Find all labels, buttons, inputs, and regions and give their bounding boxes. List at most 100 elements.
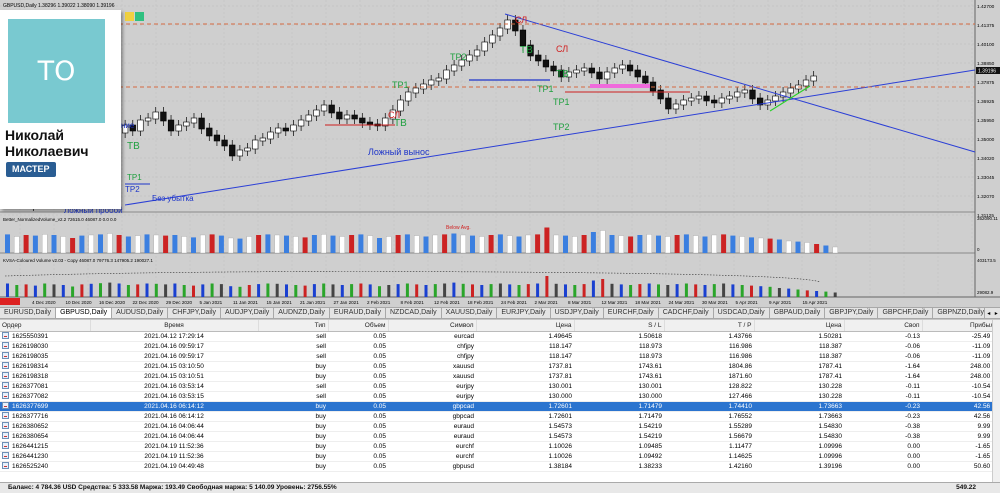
- column-header[interactable]: Время: [90, 320, 259, 332]
- volume-bar: [108, 282, 112, 297]
- price-tick-label: 1.31125: [977, 213, 994, 219]
- bull-candle: [175, 124, 182, 132]
- order-row[interactable]: 1626198030 2021.04.16 09:59:17 sell 0.05 chf…: [0, 342, 1000, 352]
- order-row[interactable]: 1626198314 2021.04.15 03:10:50 buy 0.05 xauu…: [0, 362, 1000, 372]
- column-header[interactable]: T / P: [664, 320, 755, 332]
- order-cell: 1.72601: [548, 413, 573, 420]
- tab-gbpnzd[interactable]: GBPNZD,Daily: [933, 308, 990, 318]
- tab-audusd[interactable]: AUDUSD,Daily: [112, 308, 169, 318]
- order-cell: eurcad: [454, 333, 474, 340]
- column-header[interactable]: Ордер: [0, 320, 91, 332]
- tab-euraud[interactable]: EURAUD,Daily: [330, 308, 386, 318]
- order-row[interactable]: 1626377699 2021.04.16 06:14:12 buy 0.05 gbpc…: [0, 401, 1000, 412]
- tab-audjpy[interactable]: AUDJPY,Daily: [221, 308, 275, 318]
- volume-bar: [610, 283, 614, 297]
- volume-bar: [739, 236, 745, 254]
- order-cell: chfjpy: [457, 343, 474, 350]
- order-row[interactable]: 1626441215 2021.04.19 11:52:36 buy 0.05 eurc…: [0, 442, 1000, 452]
- order-row[interactable]: 1626380652 2021.04.16 04:06:44 buy 0.05 eura…: [0, 422, 1000, 432]
- price-scale: 1.42700 1.41375 1.40100 1.38850 1.37875 1.369…: [977, 4, 995, 219]
- tab-chfjpy[interactable]: CHFJPY,Daily: [168, 308, 222, 318]
- order-row[interactable]: 1626441230 2021.04.19 11:52:36 buy 0.05 eurc…: [0, 452, 1000, 462]
- volume-bar: [507, 235, 513, 254]
- bull-candle: [802, 79, 810, 87]
- column-header[interactable]: Своп: [844, 320, 923, 332]
- order-row[interactable]: 1626377716 2021.04.16 06:14:12 buy 0.05 gbpc…: [0, 412, 1000, 422]
- volume-bar: [618, 235, 624, 254]
- bull-candle: [305, 114, 312, 122]
- tab-gbpjpy[interactable]: GBPJPY,Daily: [825, 308, 879, 318]
- column-header[interactable]: Цена: [476, 320, 575, 332]
- table-scrollbar[interactable]: [992, 320, 1000, 482]
- scroll-left-icon[interactable]: ◂: [987, 311, 991, 317]
- order-row[interactable]: 1625550391 2021.04.12 17:29:14 sell 0.05 eur…: [0, 332, 1000, 342]
- order-row[interactable]: 1626380654 2021.04.16 04:06:44 buy 0.05 eura…: [0, 432, 1000, 442]
- order-row[interactable]: 1626525240 2021.04.19 04:49:48 buy 0.05 gbpu…: [0, 462, 1000, 472]
- order-row[interactable]: 1626198035 2021.04.16 09:59:17 sell 0.05 chf…: [0, 352, 1000, 362]
- chart-window[interactable]: GBPUSD,Daily 1.38296 1.39022 1.38090 1.3…: [0, 0, 1000, 307]
- order-cell: 1.09485: [638, 443, 663, 450]
- volume-bar: [219, 284, 223, 297]
- tab-cadchf[interactable]: CADCHF,Daily: [659, 308, 714, 318]
- tab-eurchf[interactable]: EURCHF,Daily: [604, 308, 659, 318]
- volume-bar: [525, 234, 531, 254]
- volume-bar: [776, 239, 782, 253]
- order-cell: buy: [315, 433, 326, 440]
- tab-audnzd[interactable]: AUDNZD,Daily: [274, 308, 330, 318]
- order-cell: 0.05: [373, 443, 386, 450]
- column-header[interactable]: Объем: [328, 320, 389, 332]
- column-header[interactable]: Тип: [258, 320, 329, 332]
- tab-usdcad[interactable]: USDCAD,Daily: [714, 308, 770, 318]
- column-header[interactable]: S / L: [574, 320, 665, 332]
- date-tick-label: 29 Dec 2020: [166, 300, 192, 305]
- date-tick-label: 24 Feb 2021: [501, 300, 527, 305]
- date-tick-label: 24 Mar 2021: [669, 300, 695, 305]
- column-header[interactable]: Цена: [754, 320, 845, 332]
- volume-bar: [497, 234, 503, 253]
- order-cell: 0.05: [373, 363, 386, 370]
- order-profit: 42.56: [973, 403, 991, 410]
- order-row[interactable]: 1626198318 2021.04.15 03:10:51 buy 0.05 xauu…: [0, 372, 1000, 382]
- volume-bar: [814, 244, 820, 253]
- order-cell: 2021.04.16 03:53:14: [144, 383, 204, 390]
- order-row[interactable]: 1626377081 2021.04.16 03:53:14 sell 0.05 eur…: [0, 382, 1000, 392]
- column-header[interactable]: Символ: [388, 320, 477, 332]
- date-tick-label: 21 Jan 2021: [300, 300, 326, 305]
- order-profit: 9.99: [977, 433, 991, 440]
- tab-gbpusd[interactable]: GBPUSD,Daily: [56, 308, 113, 318]
- order-cell: 1.54219: [638, 433, 663, 440]
- order-cell: 130.000: [638, 393, 663, 400]
- order-cell: 1871.60: [728, 373, 753, 380]
- volume-bar: [590, 232, 596, 253]
- tab-eurusd[interactable]: EURUSD,Daily: [0, 308, 57, 318]
- tab-xauusd[interactable]: XAUUSD,Daily: [442, 308, 498, 318]
- column-header[interactable]: Прибыль: [922, 320, 1000, 332]
- volume-bar: [6, 283, 9, 297]
- price-chart[interactable]: GBPUSD,Daily 1.38296 1.39022 1.38090 1.3…: [0, 0, 1000, 307]
- tab-scroll[interactable]: ◂ ▸: [984, 308, 1000, 318]
- order-cell: 1.50618: [638, 333, 663, 340]
- volume-bar: [377, 238, 382, 253]
- tab-gbpaud[interactable]: GBPAUD,Daily: [770, 308, 826, 318]
- tab-eurjpy[interactable]: EURJPY,Daily: [497, 308, 551, 318]
- order-cell: 0.00: [907, 463, 920, 470]
- volume-bar: [582, 284, 586, 297]
- volume-bar: [192, 285, 195, 297]
- bear-candle: [213, 134, 221, 142]
- volume-bar: [722, 283, 726, 297]
- date-tick-label: 5 Jan 2021: [200, 300, 223, 305]
- date-tick-label: 12 Feb 2021: [434, 300, 460, 305]
- tab-nzdcad[interactable]: NZDCAD,Daily: [386, 308, 442, 318]
- bull-candle: [297, 119, 305, 127]
- volume-bar: [182, 285, 186, 297]
- volume-bar: [331, 284, 335, 297]
- scroll-right-icon[interactable]: ▸: [994, 311, 998, 317]
- order-row[interactable]: 1626377082 2021.04.16 03:53:15 sell 0.05 eur…: [0, 392, 1000, 402]
- bear-candle: [756, 97, 764, 106]
- order-icon: [2, 392, 9, 399]
- bull-candle: [573, 69, 580, 74]
- tab-usdjpy[interactable]: USDJPY,Daily: [551, 308, 604, 318]
- bull-candle: [275, 127, 282, 134]
- volume-bar: [452, 282, 456, 297]
- tab-gbpchf[interactable]: GBPCHF,Daily: [878, 308, 934, 318]
